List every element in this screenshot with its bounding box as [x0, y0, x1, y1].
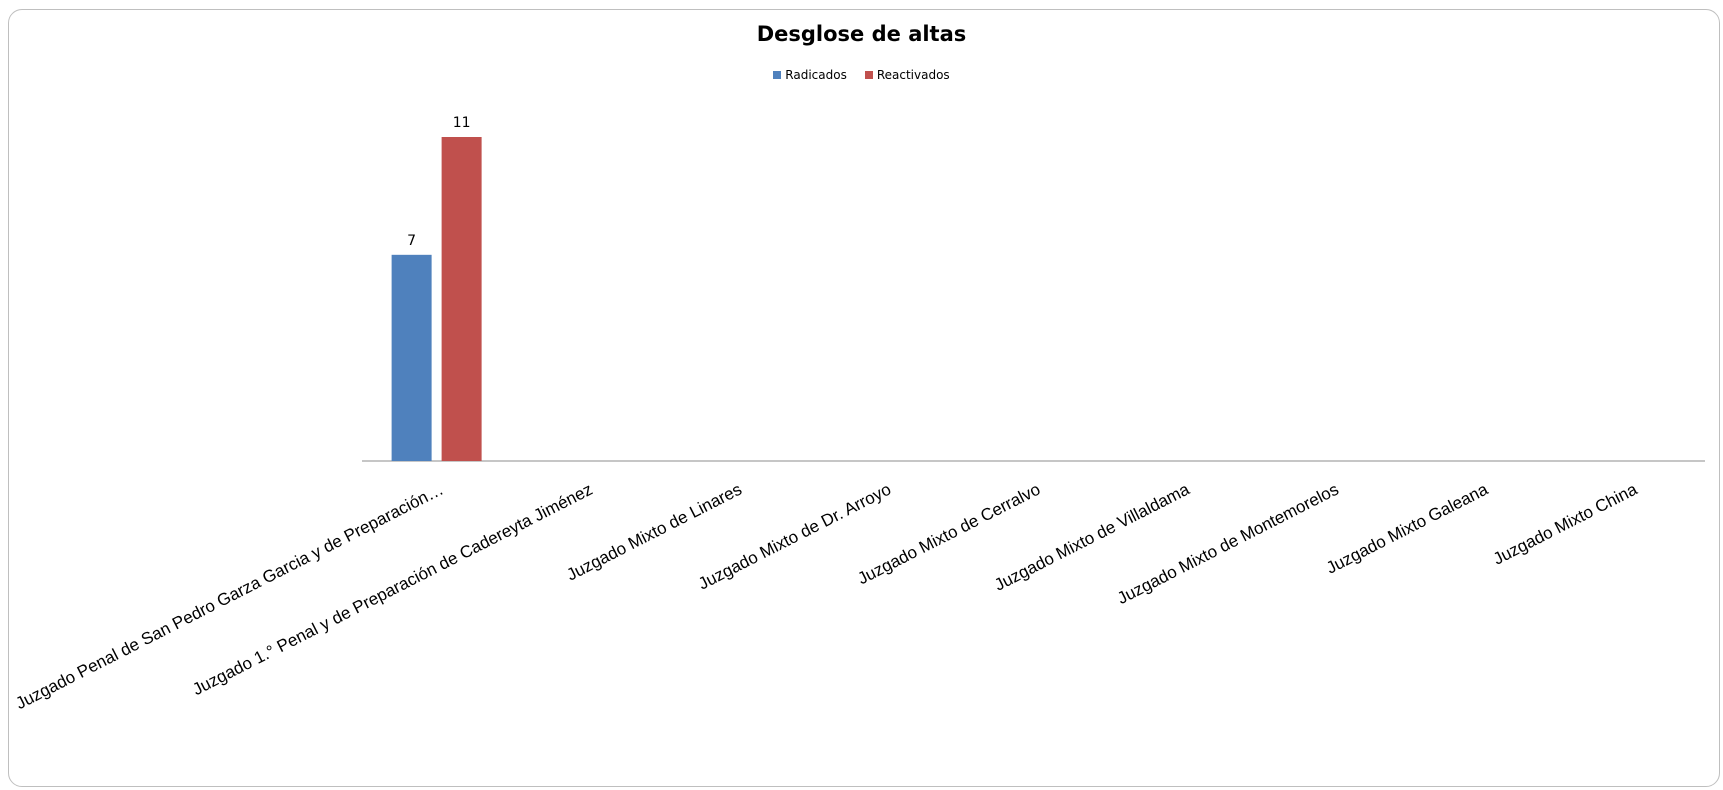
legend-item-reactivados: Reactivados: [864, 68, 950, 82]
legend-item-radicados: Radicados: [773, 68, 847, 82]
data-label-radicados-0: 7: [407, 233, 416, 249]
x-tick-label-7: Juzgado Mixto Galeana: [1323, 479, 1491, 577]
legend: Radicados Reactivados: [0, 68, 1723, 82]
legend-swatch-reactivados: [864, 71, 873, 79]
bar-reactivados-0: [441, 137, 482, 461]
x-tick-label-8: Juzgado Mixto China: [1490, 479, 1641, 568]
legend-swatch-radicados: [773, 71, 782, 79]
chart-frame: [8, 9, 1720, 787]
legend-label-radicados: Radicados: [785, 68, 847, 82]
bar-radicados-0: [391, 254, 432, 461]
data-label-reactivados-0: 11: [453, 115, 471, 131]
legend-label-reactivados: Reactivados: [876, 68, 950, 82]
chart-title: Desglose de altas: [756, 22, 967, 46]
